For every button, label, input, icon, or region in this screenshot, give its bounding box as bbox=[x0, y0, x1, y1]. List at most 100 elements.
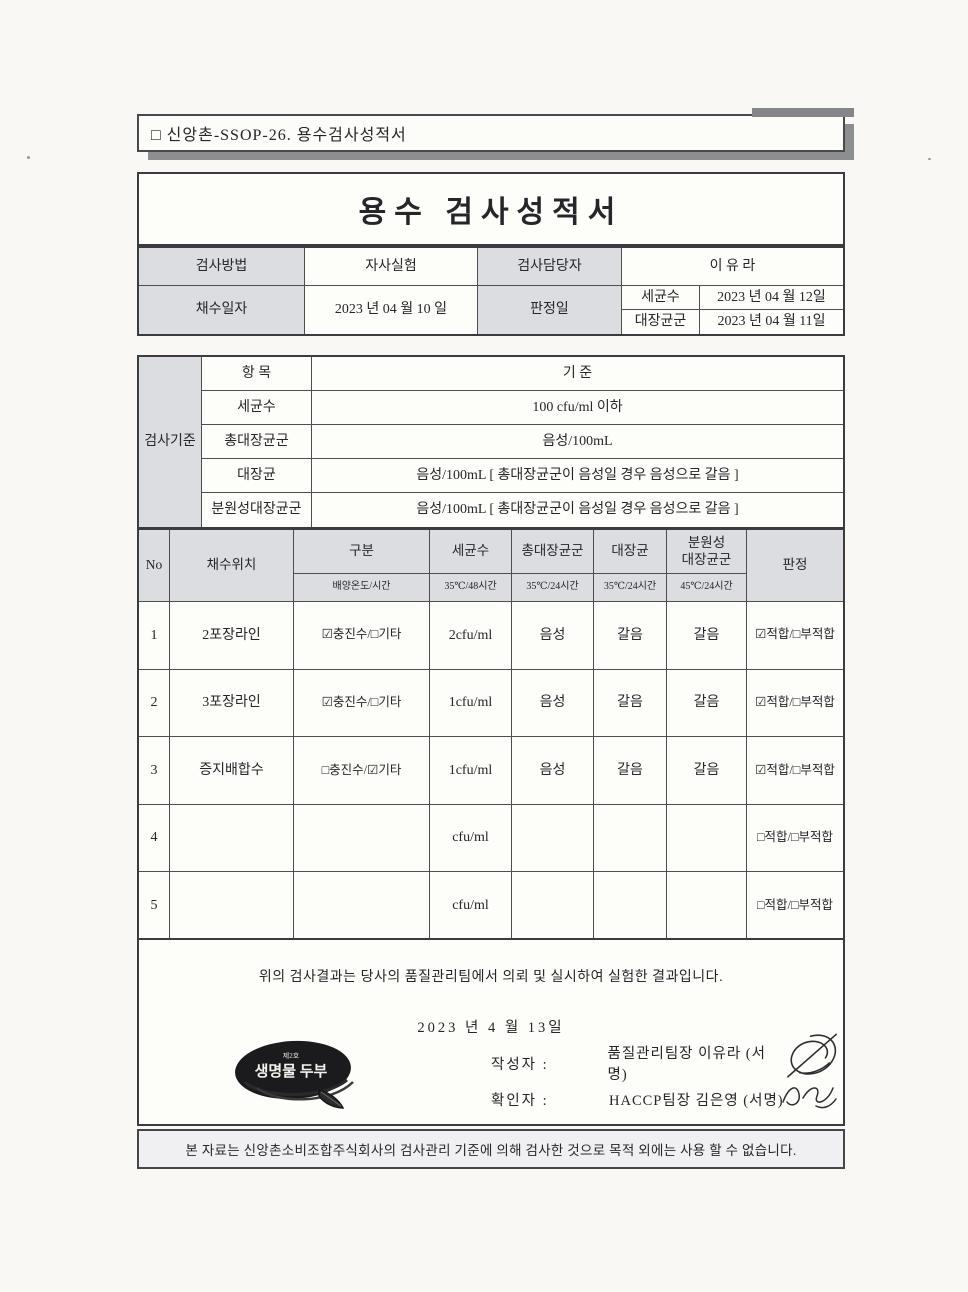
row-total-coliform: 음성 bbox=[512, 602, 594, 670]
usage-restriction-note: 본 자료는 신앙촌소비조합주식회사의 검사관리 기준에 의해 검사한 것으로 목… bbox=[137, 1129, 845, 1169]
row-total-coliform: 음성 bbox=[512, 737, 594, 805]
checker-name: HACCP팀장 김은영 (서명) bbox=[609, 1092, 784, 1109]
row-location: 증지배합수 bbox=[170, 737, 294, 805]
row-fecal-coliform: 갈음 bbox=[667, 737, 747, 805]
writer-name: 품질관리팀장 이유라 (서명) bbox=[607, 1046, 766, 1083]
judgement-row-value: 2023 년 04 월 11일 bbox=[717, 314, 826, 330]
judgement-row-value: 2023 년 04 월 12일 bbox=[700, 286, 843, 310]
col-header-no: No bbox=[139, 530, 170, 602]
page-title: 용수 검사성적서 bbox=[358, 196, 624, 229]
row-ecoli: 갈음 bbox=[594, 669, 667, 738]
row-fecal-coliform: 갈음 bbox=[667, 669, 747, 738]
logo-main-text: 생명물 두부 bbox=[255, 1062, 328, 1080]
row-no: 2 bbox=[139, 669, 170, 738]
inspection-info-table: 검사방법 자사실험 검사담당자 이 유 라 채수일자 2023 년 04 월 1… bbox=[137, 246, 845, 336]
row-location bbox=[170, 804, 294, 873]
row-category-checkboxes bbox=[294, 872, 430, 940]
writer-signature-row: 작성자 : 품질관리팀장 이유라 (서명) bbox=[491, 1033, 843, 1084]
criteria-standard: 100 cfu/ml 이하 bbox=[312, 391, 843, 425]
checker-handwritten-signature-icon bbox=[781, 1087, 837, 1109]
col-header-fecal-coliform: 분원성 대장균군 bbox=[667, 530, 747, 574]
row-no: 1 bbox=[139, 602, 170, 670]
subheader-fecal-coliform: 45℃/24시간 bbox=[667, 574, 747, 602]
checker-signature-row: 확인자 : HACCP팀장 김은영 (서명) bbox=[491, 1086, 840, 1112]
inspector-label: 검사담당자 bbox=[478, 248, 622, 286]
signature-section: 위의 검사결과는 당사의 품질관리팀에서 의뢰 및 실시하여 실험한 결과입니다… bbox=[137, 938, 845, 1126]
subheader-bacteria: 35℃/48시간 bbox=[430, 574, 512, 602]
method-value: 자사실험 bbox=[305, 248, 478, 286]
row-category-checkboxes: □충진수/☑기타 bbox=[294, 737, 430, 805]
row-no: 5 bbox=[139, 872, 170, 940]
writer-handwritten-signature-icon bbox=[786, 1033, 837, 1078]
method-label: 검사방법 bbox=[139, 248, 305, 286]
row-fecal-coliform bbox=[667, 804, 747, 873]
row-category-checkboxes: ☑충진수/□기타 bbox=[294, 602, 430, 670]
row-ecoli: 갈음 bbox=[594, 602, 667, 670]
col-header-category: 구분 bbox=[294, 530, 430, 574]
row-bacteria: cfu/ml bbox=[430, 804, 512, 873]
row-bacteria: cfu/ml bbox=[430, 872, 512, 940]
logo-small-text: 제2호 bbox=[283, 1052, 300, 1060]
document-code-text: □ 신앙촌-SSOP-26. 용수검사성적서 bbox=[151, 127, 407, 144]
row-total-coliform bbox=[512, 872, 594, 940]
row-judgement-checkboxes: □적합/□부적합 bbox=[747, 805, 843, 873]
sampling-date-label: 채수일자 bbox=[139, 286, 305, 334]
criteria-item: 총대장균군 bbox=[202, 425, 312, 459]
row-bacteria: 1cfu/ml bbox=[430, 737, 512, 805]
report-title-box: 용수 검사성적서 bbox=[137, 172, 845, 246]
criteria-header-item: 항 목 bbox=[202, 357, 312, 391]
result-statement: 위의 검사결과는 당사의 품질관리팀에서 의뢰 및 실시하여 실험한 결과입니다… bbox=[258, 970, 724, 985]
row-fecal-coliform bbox=[667, 872, 747, 940]
criteria-standard: 음성/100mL [ 총대장균군이 음성일 경우 음성으로 갈음 ] bbox=[312, 459, 843, 493]
row-judgement-checkboxes: □적합/□부적합 bbox=[756, 898, 834, 913]
row-ecoli bbox=[594, 804, 667, 873]
criteria-header-standard: 기 준 bbox=[312, 357, 843, 391]
sampling-date-value: 2023 년 04 월 10 일 bbox=[305, 286, 478, 334]
criteria-item: 대장균 bbox=[202, 459, 312, 493]
criteria-group-label: 검사기준 bbox=[139, 357, 202, 527]
criteria-standard: 음성/100mL [ 총대장균군이 음성일 경우 음성으로 갈음 ] bbox=[416, 502, 739, 518]
row-judgement-checkboxes: ☑적합/□부적합 bbox=[747, 670, 843, 738]
criteria-item: 세균수 bbox=[202, 391, 312, 425]
row-total-coliform: 음성 bbox=[512, 669, 594, 738]
judgement-date-label: 판정일 bbox=[478, 286, 622, 334]
row-ecoli bbox=[594, 872, 667, 940]
col-header-location: 채수위치 bbox=[170, 530, 294, 602]
col-header-ecoli: 대장균 bbox=[594, 530, 667, 574]
row-location: 2포장라인 bbox=[170, 602, 294, 670]
results-table: No 채수위치 구분 세균수 총대장균군 대장균 분원성 대장균군 판정 배양온… bbox=[137, 528, 845, 942]
row-bacteria: 2cfu/ml bbox=[430, 602, 512, 670]
scan-speck bbox=[27, 156, 30, 159]
inspector-value: 이 유 라 bbox=[622, 248, 843, 286]
col-header-total-coliform: 총대장균군 bbox=[512, 530, 594, 574]
subheader-category: 배양온도/시간 bbox=[294, 574, 430, 602]
row-fecal-coliform: 갈음 bbox=[667, 602, 747, 670]
judgement-row-label: 세균수 bbox=[622, 286, 700, 310]
row-no: 4 bbox=[139, 804, 170, 873]
col-header-bacteria: 세균수 bbox=[430, 530, 512, 574]
row-total-coliform bbox=[512, 804, 594, 873]
note-text: 본 자료는 신앙촌소비조합주식회사의 검사관리 기준에 의해 검사한 것으로 목… bbox=[185, 1143, 797, 1158]
company-logo: 제2호 생명물 두부 bbox=[235, 1040, 354, 1109]
criteria-standard: 음성/100mL bbox=[312, 425, 843, 459]
row-judgement-checkboxes: ☑적합/□부적합 bbox=[747, 737, 843, 805]
row-bacteria: 1cfu/ml bbox=[430, 669, 512, 738]
criteria-table: 검사기준 항 목 기 준 세균수 100 cfu/ml 이하 총대장균군 음성/… bbox=[137, 355, 845, 529]
writer-label: 작성자 : bbox=[491, 1056, 549, 1073]
row-category-checkboxes bbox=[294, 804, 430, 873]
col-header-judgement: 판정 bbox=[747, 530, 843, 602]
judgement-row-label: 대장균군 bbox=[622, 310, 700, 334]
row-ecoli: 갈음 bbox=[594, 737, 667, 805]
subheader-ecoli: 35℃/24시간 bbox=[594, 574, 667, 602]
checker-label: 확인자 : bbox=[491, 1092, 549, 1109]
criteria-item: 분원성대장균군 bbox=[202, 493, 312, 527]
row-judgement-checkboxes: ☑적합/□부적합 bbox=[747, 602, 843, 670]
scan-speck bbox=[928, 158, 931, 160]
row-location: 3포장라인 bbox=[170, 669, 294, 738]
row-no: 3 bbox=[139, 737, 170, 805]
document-code-bar: □ 신앙촌-SSOP-26. 용수검사성적서 bbox=[137, 108, 854, 152]
row-category-checkboxes: ☑충진수/□기타 bbox=[294, 669, 430, 738]
report-date: 2023 년 4 월 13일 bbox=[417, 1020, 565, 1036]
subheader-total-coliform: 35℃/24시간 bbox=[512, 574, 594, 602]
